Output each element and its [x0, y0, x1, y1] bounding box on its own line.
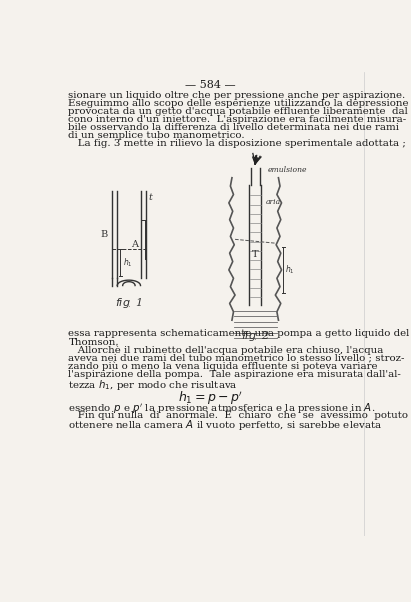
Text: B: B — [100, 230, 108, 239]
Text: La fig. 3 mette in rilievo la disposizione sperimentale adottata ;: La fig. 3 mette in rilievo la disposizio… — [68, 139, 406, 148]
Text: cono interno d'un iniettore.  L'aspirazione era facilmente misura-: cono interno d'un iniettore. L'aspirazio… — [68, 115, 406, 124]
Text: A: A — [131, 240, 138, 249]
Text: essendo $p$ e $p'$ la pressione atmosferica e la pressione in $A$.: essendo $p$ e $p'$ la pressione atmosfer… — [68, 402, 376, 416]
Text: provocata da un getto d'acqua potabile effluente liberamente  dal: provocata da un getto d'acqua potabile e… — [68, 107, 408, 116]
Text: Allorchè il rubinetto dell'acqua potabile era chiuso, l'acqua: Allorchè il rubinetto dell'acqua potabil… — [68, 346, 384, 355]
Text: ottenere nella camera $A$ il vuoto perfetto, si sarebbe elevata: ottenere nella camera $A$ il vuoto perfe… — [68, 418, 383, 432]
Text: Eseguimmo allo scopo delle esperienze utilizzando la depressione: Eseguimmo allo scopo delle esperienze ut… — [68, 99, 409, 108]
Text: essa rappresenta schematicamente una pompa a getto liquido del: essa rappresenta schematicamente una pom… — [68, 329, 410, 338]
Text: zando più o meno la vena liquida effluente si poteva variare: zando più o meno la vena liquida effluen… — [68, 362, 378, 371]
Text: bile osservando la differenza di livello determinata nei due rami: bile osservando la differenza di livello… — [68, 123, 399, 132]
Text: aria: aria — [265, 199, 280, 206]
Text: $h_1$: $h_1$ — [122, 256, 132, 268]
Text: l'aspirazione della pompa.  Tale aspirazione era misurata dall'al-: l'aspirazione della pompa. Tale aspirazi… — [68, 370, 401, 379]
Text: t: t — [149, 193, 152, 202]
Text: Fin qui nulla  di  anormale.  È  chiaro  che  se  avessimo  potuto: Fin qui nulla di anormale. È chiaro che … — [68, 409, 409, 420]
Text: $h_1 = p - p'$: $h_1 = p - p'$ — [178, 390, 243, 408]
Text: T: T — [252, 250, 259, 259]
Text: Thomson.: Thomson. — [68, 338, 119, 347]
Text: $fig_{\!.}$ 1: $fig_{\!.}$ 1 — [115, 296, 143, 309]
Text: emulsione: emulsione — [268, 166, 307, 174]
Text: $fig_{\!.}$ 2: $fig_{\!.}$ 2 — [241, 329, 270, 343]
Text: aveva nei due rami del tubo manometrico lo stesso livello ; stroz-: aveva nei due rami del tubo manometrico … — [68, 354, 405, 362]
Text: — 584 —: — 584 — — [185, 80, 236, 90]
Text: sionare un liquido oltre che per pressione anche per aspirazione.: sionare un liquido oltre che per pressio… — [68, 91, 406, 100]
Text: $h_1$: $h_1$ — [285, 264, 295, 276]
Text: tezza $h_1$, per modo che risultava: tezza $h_1$, per modo che risultava — [68, 378, 238, 392]
Text: di un semplice tubo manometrico.: di un semplice tubo manometrico. — [68, 131, 245, 140]
